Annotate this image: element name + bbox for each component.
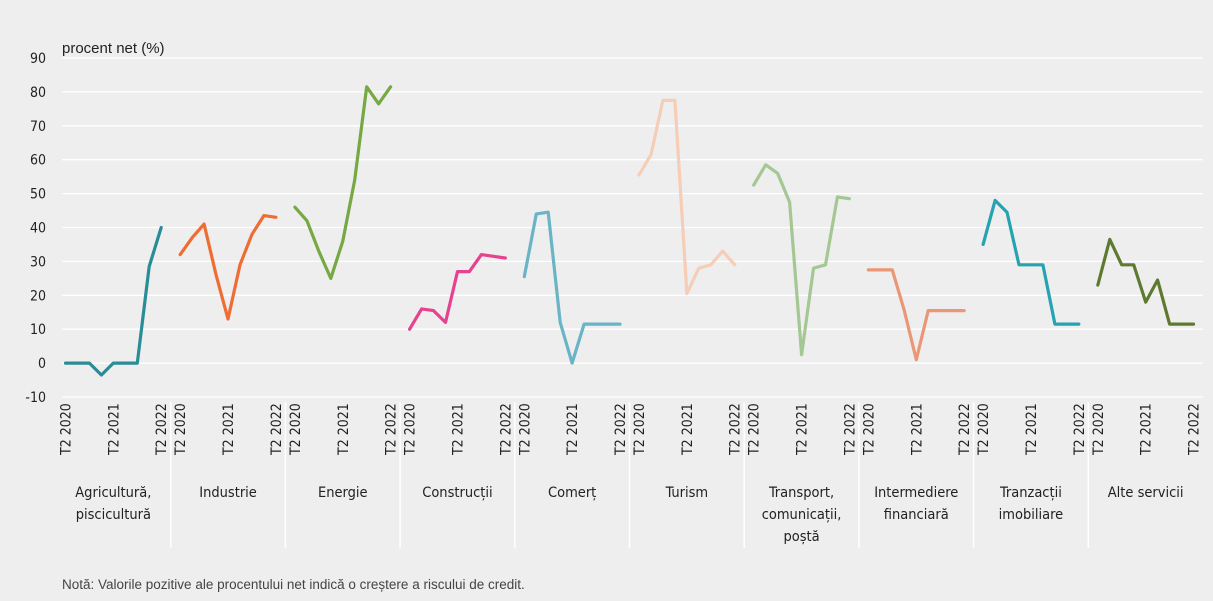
x-tick-label: T2 2022: [1187, 403, 1203, 456]
x-tick-label: T2 2021: [1024, 403, 1040, 456]
group-label-turism: Turism: [665, 485, 709, 501]
x-tick-label: T2 2022: [728, 403, 744, 456]
group-label-tranzactii-imobiliare: imobiliare: [999, 507, 1064, 523]
x-tick-label: T2 2020: [861, 403, 877, 456]
y-tick-label: 50: [30, 187, 46, 203]
x-axis: T2 2020 T2 2021 T2 2022 T2 2020 T2 2021 T2 20…: [59, 403, 1203, 456]
group-label-agricultura-piscicultura: piscicultură: [76, 507, 151, 523]
x-tick-label: T2 2022: [957, 403, 973, 456]
x-tick-label: T2 2020: [403, 403, 419, 456]
x-tick-label: T2 2021: [106, 403, 122, 456]
group-label-intermediere-financiara: financiară: [884, 507, 949, 523]
y-tick-label: 0: [38, 356, 46, 372]
group-label-tranzactii-imobiliare: Tranzacții: [999, 485, 1062, 501]
y-tick-label: 60: [30, 153, 46, 169]
group-label-energie: Energie: [318, 485, 368, 501]
group-label-transport-comunicatii-posta: poștă: [783, 529, 819, 545]
x-tick-label: T2 2021: [450, 403, 466, 456]
x-tick-label: T2 2021: [1139, 403, 1155, 456]
group-label-industrie: Industrie: [199, 485, 257, 501]
x-tick-label: T2 2021: [336, 403, 352, 456]
x-tick-label: T2 2022: [1072, 403, 1088, 456]
gridlines: [62, 57, 1203, 398]
group-label-agricultura-piscicultura: Agricultură,: [75, 485, 151, 501]
x-tick-label: T2 2022: [384, 403, 400, 456]
x-tick-label: T2 2020: [747, 403, 763, 456]
unit-label: procent net (%): [62, 40, 165, 57]
group-label-intermediere-financiara: Intermediere: [874, 485, 958, 501]
chart-note: Notă: Valorile pozitive ale procentului …: [62, 577, 525, 592]
y-tick-label: 20: [30, 288, 46, 304]
x-tick-label: T2 2022: [269, 403, 285, 456]
x-tick-label: T2 2022: [842, 403, 858, 456]
x-tick-label: T2 2020: [59, 403, 75, 456]
series-line-industrie: [178, 214, 278, 321]
x-tick-label: T2 2022: [498, 403, 514, 456]
x-tick-label: T2 2021: [565, 403, 581, 456]
group-label-comert: Comerț: [548, 485, 596, 501]
series-line-energie: [293, 85, 393, 280]
series-line-constructii: [408, 253, 507, 331]
x-tick-label: T2 2020: [173, 403, 189, 456]
x-tick-label: T2 2020: [976, 403, 992, 456]
x-tick-label: T2 2021: [221, 403, 237, 456]
series-line-comert: [522, 210, 622, 365]
x-tick-label: T2 2020: [632, 403, 648, 456]
group-label-transport-comunicatii-posta: Transport,: [768, 485, 834, 501]
series-line-turism: [637, 98, 737, 296]
x-tick-label: T2 2020: [517, 403, 533, 456]
x-tick-label: T2 2021: [909, 403, 925, 456]
group-label-constructii: Construcții: [422, 485, 492, 501]
y-tick-label: 70: [30, 119, 46, 135]
y-tick-label: 40: [30, 221, 46, 237]
series-line-agricultura-piscicultura: [63, 225, 163, 377]
x-tick-label: T2 2022: [613, 403, 629, 456]
x-tick-label: T2 2020: [1091, 403, 1107, 456]
x-tick-label: T2 2021: [795, 403, 811, 456]
series-line-transport-comunicatii-posta: [752, 163, 852, 357]
sector-labels: Agricultură, piscicultură Industrie Energie…: [75, 402, 1184, 548]
series-line-alte-servicii: [1096, 237, 1196, 326]
group-label-transport-comunicatii-posta: comunicații,: [762, 507, 842, 523]
y-tick-label: 80: [30, 85, 46, 101]
x-tick-label: T2 2022: [154, 403, 170, 456]
series-line-tranzactii-imobiliare: [981, 198, 1081, 326]
group-label-alte-servicii: Alte servicii: [1108, 485, 1184, 501]
y-tick-label: 90: [30, 51, 46, 67]
x-tick-label: T2 2021: [680, 403, 696, 456]
series-line-intermediere-financiara: [866, 268, 966, 362]
y-tick-label: 30: [30, 254, 46, 270]
y-tick-label: 10: [30, 322, 46, 338]
series-lines: [63, 85, 1196, 377]
y-axis: -10 0 10 20 30 40 50 60 70 80 90: [25, 51, 46, 406]
x-tick-label: T2 2020: [288, 403, 304, 456]
y-tick-label: -10: [25, 390, 46, 406]
